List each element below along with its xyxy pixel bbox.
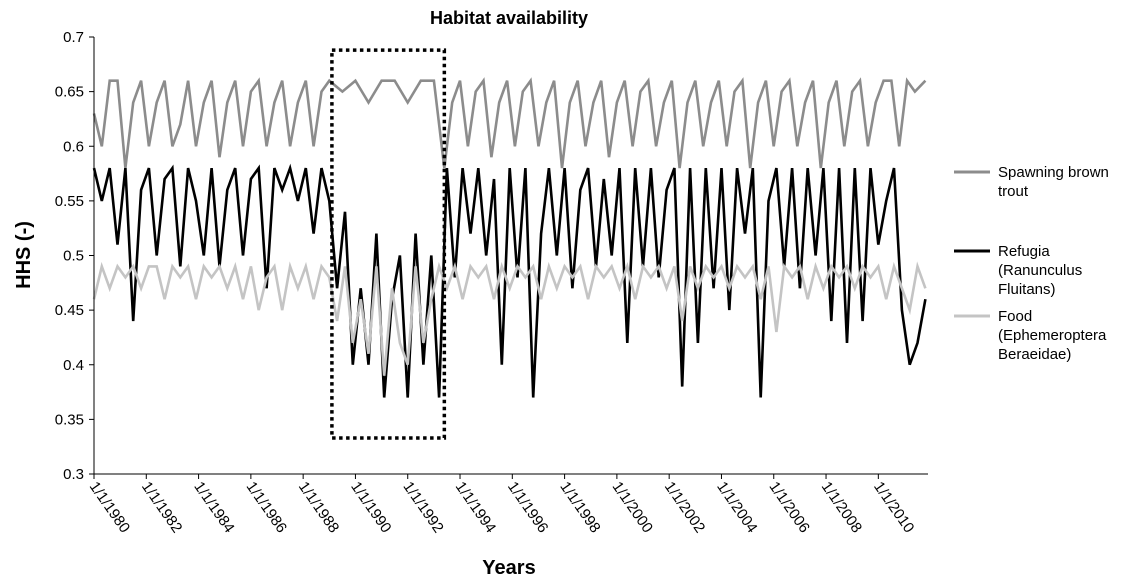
legend-label-1: Spawning brown [998, 164, 1109, 181]
highlight-box [330, 48, 447, 440]
x-tick-label: 1/1/1984 [190, 479, 237, 537]
y-tick-label: 0.55 [55, 193, 84, 210]
x-tick-label: 1/1/1986 [243, 479, 290, 537]
x-tick-label: 1/1/2010 [870, 479, 917, 537]
y-tick-label: 0.4 [63, 357, 84, 374]
x-tick-label: 1/1/1994 [452, 479, 499, 537]
y-tick-label: 0.6 [63, 138, 84, 155]
x-tick-label: 1/1/1992 [399, 479, 446, 537]
x-tick-label: 1/1/2000 [609, 479, 656, 537]
y-axis: 0.3 0.35 0.4 0.45 0.5 0.55 0.6 0.65 0.7 [55, 29, 95, 483]
y-tick-label: 0.45 [55, 302, 84, 319]
x-axis-label: Years [482, 557, 535, 579]
y-tick-label: 0.7 [63, 29, 84, 46]
x-tick-label: 1/1/1998 [556, 479, 603, 537]
x-tick-label: 1/1/2006 [765, 479, 812, 537]
y-tick-label: 0.5 [63, 248, 84, 265]
series-line-3 [92, 261, 927, 376]
x-tick-label: 1/1/1982 [138, 479, 185, 537]
legend-label-2: (Ranunculus [998, 262, 1082, 279]
x-axis: 1/1/1980 1/1/1982 1/1/1984 1/1/1986 1/1/1988… [86, 473, 928, 537]
x-tick-label: 1/1/1980 [86, 479, 133, 537]
y-axis-label: HHS (-) [13, 221, 35, 289]
x-tick-label: 1/1/1988 [295, 479, 342, 537]
series-line-1 [92, 77, 927, 169]
x-tick-label: 1/1/2004 [713, 479, 760, 537]
y-tick-label: 0.35 [55, 411, 84, 428]
x-tick-label: 1/1/1990 [347, 479, 394, 537]
x-tick-label: 1/1/2008 [818, 479, 865, 537]
legend-label-3: Food [998, 308, 1032, 325]
legend-label-3: (Ephemeroptera [998, 327, 1107, 344]
legend-label-1: trout [998, 183, 1029, 200]
x-tick-label: 1/1/1996 [504, 479, 551, 537]
series-line-2 [92, 163, 927, 398]
legend: Spawning brown trout Refugia (Ranunculus Flu… [954, 164, 1109, 363]
y-tick-label: 0.3 [63, 466, 84, 483]
legend-label-2: Refugia [998, 243, 1050, 260]
legend-label-3: Beraeidae) [998, 346, 1071, 363]
y-tick-label: 0.65 [55, 84, 84, 101]
x-tick-label: 1/1/2002 [661, 479, 708, 537]
chart-title: Habitat availability [430, 8, 588, 28]
plot-area [92, 48, 927, 440]
legend-label-2: Fluitans) [998, 281, 1056, 298]
